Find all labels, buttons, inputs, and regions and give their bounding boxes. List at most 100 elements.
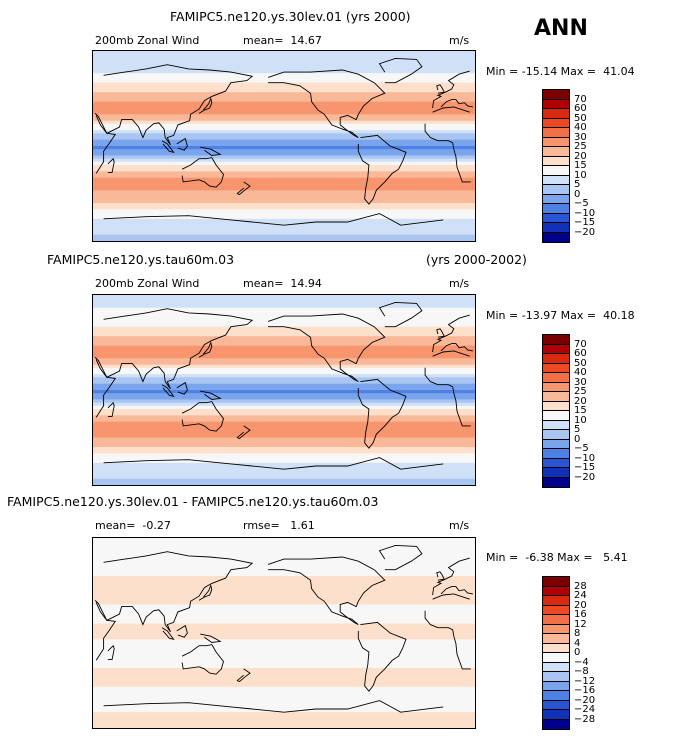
wind-band [93,633,475,637]
panel2-colorbar [542,334,570,488]
wind-band [93,184,475,188]
colorbar-swatch [543,137,569,147]
wind-band [93,295,475,299]
wind-band [93,566,475,571]
colorbar-tick-label: −24 [574,704,596,715]
wind-band [93,161,475,166]
coastline [176,137,188,151]
wind-band [93,108,475,112]
wind-band [93,60,475,65]
wind-band [93,174,475,179]
colorbar-swatch [543,90,569,100]
wind-band [93,63,475,68]
wind-band [93,658,475,663]
colorbar-swatch [543,710,569,720]
wind-band [93,101,475,106]
panel3-units: m/s [449,519,470,532]
colorbar-tick-label: −20 [574,471,596,483]
wind-band [93,146,475,150]
wind-band [93,73,475,77]
wind-band [93,76,475,81]
wind-band [93,339,475,344]
wind-band [93,702,475,707]
coastline [267,69,386,139]
colorbar-tick-label: −16 [574,685,596,696]
colorbar-swatch [543,458,569,468]
colorbar-swatch [543,166,569,176]
colorbar-tick-label: 24 [574,590,587,601]
wind-band [93,336,475,340]
wind-band [93,212,475,217]
wind-band [93,456,475,461]
wind-band [93,310,475,315]
wind-band [93,699,475,704]
coastline [107,644,115,660]
coastline [198,341,213,358]
wind-band [93,437,475,442]
wind-band [93,415,475,420]
coastline [252,457,444,470]
wind-band [93,690,475,694]
coastline [357,134,407,205]
wind-band [93,481,475,485]
coastline [161,627,175,641]
coastline [176,624,188,638]
wind-band [93,607,475,612]
wind-band [93,636,475,640]
wind-band [93,576,475,580]
coastline [440,343,473,352]
wind-band [93,320,475,325]
colorbar-tick-label: −20 [574,226,596,238]
colorbar-tick-label: 30 [574,131,587,143]
colorbar-swatch [543,194,569,204]
wind-band [93,563,475,568]
wind-band [93,142,475,147]
colorbar-swatch [543,411,569,421]
colorbar-tick-label: 15 [574,405,587,416]
wind-band [93,307,475,312]
wind-band [93,225,475,229]
panel2-years: (yrs 2000-2002) [426,252,527,267]
wind-band [93,66,475,71]
wind-band [93,222,475,226]
panel3-rmse: rmse= 1.61 [243,519,315,532]
colorbar-swatch [543,382,569,392]
coastline [103,215,253,223]
wind-band [93,114,475,119]
coastline [107,401,115,417]
colorbar-swatch [543,449,569,459]
wind-band [93,355,475,359]
wind-band [93,680,475,685]
wind-band [93,661,475,666]
coastline [95,602,117,661]
wind-band [93,591,475,596]
wind-band [93,626,475,631]
colorbar-tick-label: 16 [574,609,587,620]
wind-band [93,215,475,220]
wind-band [93,117,475,122]
map-svg [93,295,475,485]
wind-band [93,127,475,131]
wind-band [93,671,475,675]
panel1-units: m/s [449,34,470,47]
wind-band [93,674,475,678]
wind-band [93,585,475,590]
panel1-variable: 200mb Zonal Wind [95,34,200,47]
coastline [176,381,188,395]
wind-band [93,648,475,653]
coastline [236,668,251,683]
season-label: ANN [534,16,588,41]
coastline [432,350,470,357]
wind-band [93,421,475,426]
coastline [181,401,224,432]
wind-band [93,199,475,204]
coastline [432,314,470,353]
coastline [252,700,444,713]
colorbar-tick-label: 4 [574,637,581,649]
wind-band [93,478,475,483]
colorbar-tick-label: 70 [574,93,587,105]
wind-band [93,428,475,432]
coastline [103,702,253,710]
colorbar-swatch [543,653,569,663]
wind-band [93,54,475,58]
